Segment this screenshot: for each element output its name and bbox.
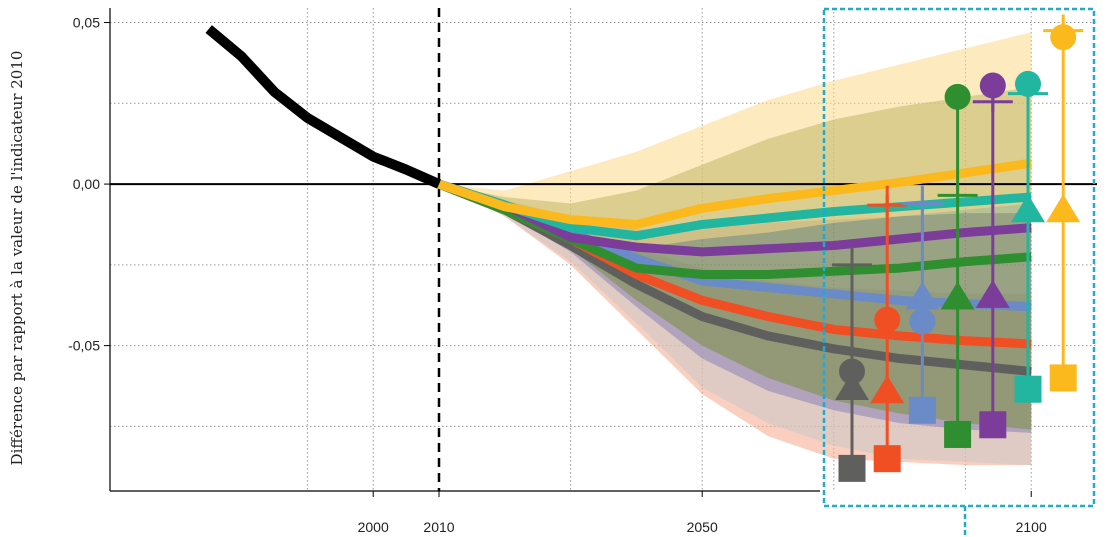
historical-series [205,25,442,189]
circle-marker [979,72,1006,99]
axes [109,8,1097,492]
triangle-marker [975,279,1010,308]
uncertainty-band [439,32,1032,249]
triangle-marker [940,281,975,310]
circle-marker [909,308,936,335]
x-tick-label: 2000 [358,519,389,535]
triangle-marker [905,281,940,310]
x-tick-label: 2050 [687,519,718,535]
circle-marker [1015,70,1041,97]
tick-labels: 0,05 0,00 -0,05 2000 2010 2050 2100 [68,15,1047,535]
triangle-marker [1011,194,1045,223]
y-tick-label: -0,05 [68,338,100,354]
y-axis-label: Différence par rapport à la valeur de l'… [8,51,26,466]
projection-line [437,179,1032,257]
x-tick-label: 2100 [1016,519,1047,535]
square-marker [873,445,901,473]
circle-marker [839,358,865,385]
square-marker [838,454,866,482]
y-tick-label: 0,00 [73,176,100,192]
triangle-marker [870,375,905,404]
square-marker [908,396,936,424]
historical-line [205,25,442,189]
square-marker [1049,364,1077,392]
x-tick-label: 2010 [423,519,454,535]
circle-marker [944,83,971,110]
triangle-marker [835,372,869,400]
y-tick-label: 0,05 [73,15,100,31]
triangle-marker [1046,194,1081,223]
square-marker [1014,375,1042,403]
square-marker [944,420,972,448]
summary-panel [822,7,1096,537]
projection-line [437,158,1032,229]
circle-marker [1050,24,1077,51]
square-marker [979,411,1007,439]
circle-marker [874,306,901,333]
